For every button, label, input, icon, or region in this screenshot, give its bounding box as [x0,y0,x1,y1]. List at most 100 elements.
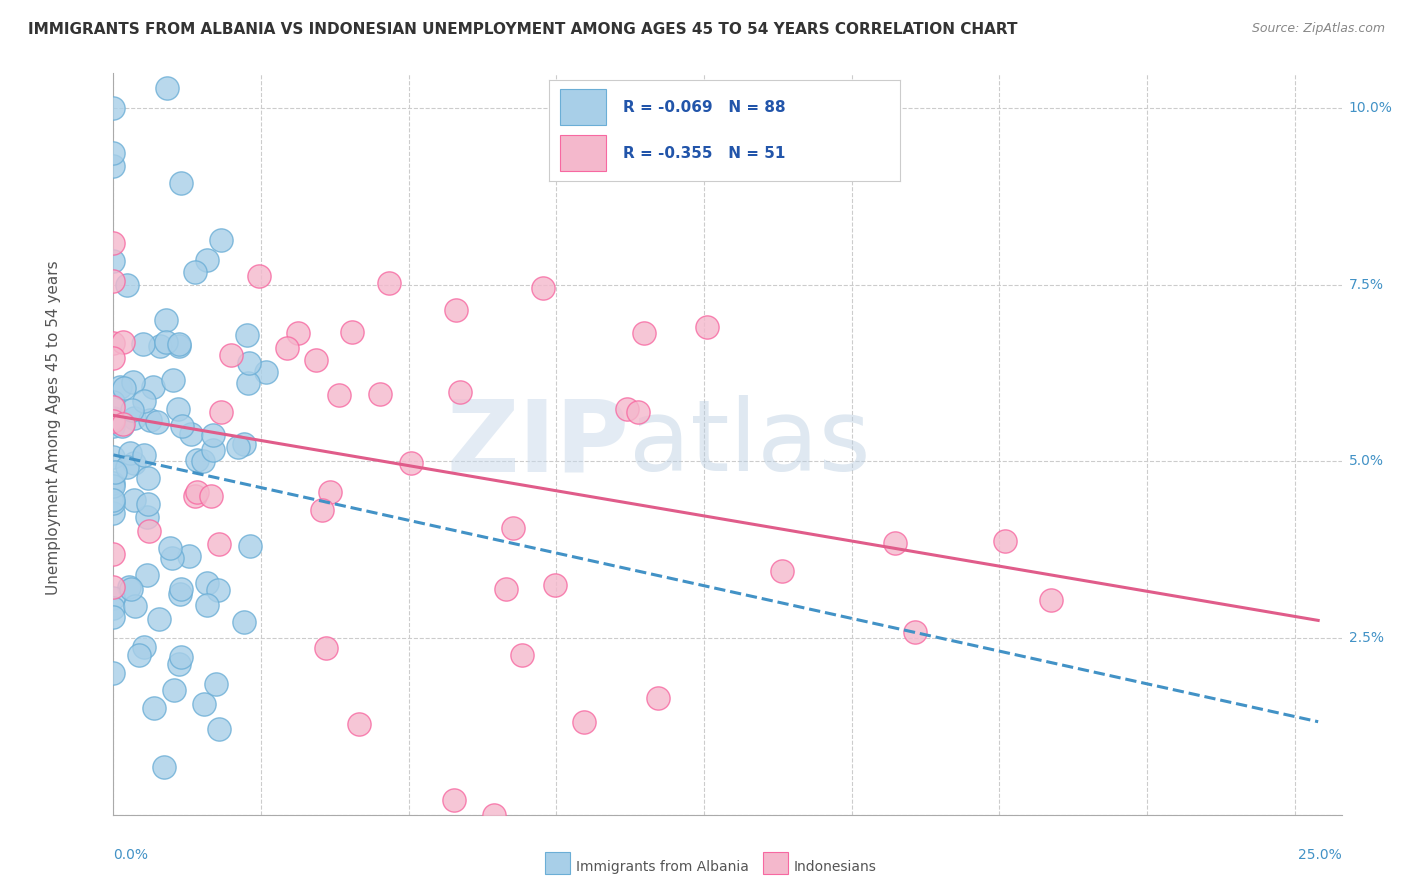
Point [170,582,193,596]
Point [340,325,363,339]
Point [112,381,135,395]
Point [247,269,270,284]
Point [108,380,131,394]
Point [103,400,125,414]
Point [124,599,146,613]
Point [770,564,793,578]
Text: atlas: atlas [630,395,870,492]
Point [121,403,143,417]
Point [315,641,337,656]
Point [103,580,125,594]
Point [904,625,927,640]
Point [647,691,669,706]
Point [136,567,159,582]
Point [103,591,125,606]
Point [349,717,371,731]
Point [446,303,468,318]
Point [103,600,125,615]
Point [195,575,218,590]
Point [120,582,142,597]
Point [132,394,155,409]
Point [193,697,215,711]
Point [132,337,155,351]
Point [103,160,125,174]
Point [155,334,177,349]
Text: Source: ZipAtlas.com: Source: ZipAtlas.com [1251,22,1385,36]
Text: 25.0%: 25.0% [1298,848,1341,863]
Point [103,101,125,115]
Text: Immigrants from Albania: Immigrants from Albania [576,860,748,874]
Point [111,419,134,434]
Point [239,539,262,553]
Point [195,598,218,612]
Point [287,326,309,340]
Point [510,648,533,662]
Point [103,419,125,434]
Point [370,387,392,401]
Point [311,503,333,517]
Point [103,253,125,268]
Point [103,274,125,288]
Point [103,410,125,425]
Point [305,352,328,367]
Text: Unemployment Among Ages 45 to 54 years: Unemployment Among Ages 45 to 54 years [46,260,60,596]
Point [128,648,150,662]
Point [170,418,193,433]
Point [103,479,125,493]
Point [232,437,254,451]
Point [163,683,186,698]
Point [191,454,214,468]
Point [155,313,177,327]
Text: 10.0%: 10.0% [1348,102,1393,115]
Point [884,535,907,549]
Point [134,640,156,654]
Point [200,489,222,503]
Point [115,460,138,475]
Point [221,348,243,362]
Point [122,376,145,390]
Point [138,524,160,538]
Point [103,414,125,428]
Point [1040,592,1063,607]
Point [169,657,191,671]
Text: 7.5%: 7.5% [1348,278,1384,292]
Point [124,456,146,470]
Point [136,509,159,524]
Point [136,497,159,511]
Point [994,534,1017,549]
Point [202,442,225,457]
Point [169,336,191,351]
Point [139,413,162,427]
Point [148,612,170,626]
Point [209,233,232,247]
Point [318,484,340,499]
Point [572,715,595,730]
Point [195,252,218,267]
Point [184,265,207,279]
Point [238,356,260,370]
Point [143,700,166,714]
Point [495,582,517,596]
Point [236,327,259,342]
Point [103,146,125,161]
Point [531,280,554,294]
Point [633,326,655,340]
Point [170,176,193,190]
Point [696,319,718,334]
Point [177,549,200,563]
Point [103,496,125,510]
Point [111,335,134,350]
Point [103,412,125,426]
Point [149,339,172,353]
Point [328,388,350,402]
Point [208,722,231,736]
Point [170,650,193,665]
Point [502,520,524,534]
Point [184,489,207,503]
Point [118,580,141,594]
Point [118,446,141,460]
Point [115,277,138,292]
Point [167,402,190,417]
Point [104,465,127,479]
Point [103,351,125,365]
